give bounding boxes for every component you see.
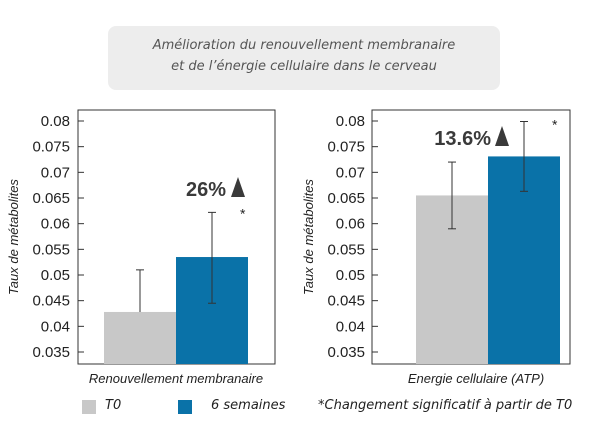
panel-2-y-tick-label: 0.08 [336,113,365,130]
panel-1-y-tick-label: 0.07 [41,164,70,181]
panel-1-y-tick-label: 0.045 [32,293,70,310]
panel-2-y-axis-label: Taux de métabolites [301,179,316,295]
panel-2-y-tick-label: 0.06 [336,216,365,233]
panel-1-y-tick-label: 0.075 [32,139,70,156]
panel-2-y-tick-label: 0.035 [327,344,365,361]
panel-1-y-tick-label: 0.04 [41,318,70,335]
panel-1-bar-t0 [104,311,176,364]
panel-1-y-tick-label: 0.055 [32,241,70,258]
panel-1-y-tick-label: 0.08 [41,113,70,130]
legend-swatch-t0 [82,400,96,414]
significance-note: *Changement significatif à partir de T0 [318,398,573,413]
panel-1-y-tick-label: 0.035 [32,344,70,361]
panel-1-significance-star: * [240,205,246,221]
panel-1-increase-annotation: 26% [186,179,226,201]
panel-2-y-tick-label: 0.065 [327,190,365,207]
chart-title-line-1: Amélioration du renouvellement membranai… [152,38,456,53]
panel-2-up-arrow-icon [495,126,509,146]
panel-2-y-tick-label: 0.05 [336,267,365,284]
panel-1-y-tick-label: 0.05 [41,267,70,284]
panel-1-x-axis-label: Renouvellement membranaire [89,371,263,386]
panel-2-x-axis-label: Energie cellulaire (ATP) [408,371,544,386]
chart-title-box: Amélioration du renouvellement membranai… [108,26,500,90]
panel-1-up-arrow-icon [231,177,245,197]
legend-swatch-6-semaines [178,400,192,414]
panel-2-significance-star: * [552,117,558,133]
panel-1-y-tick-label: 0.065 [32,190,70,207]
panel-2-y-tick-label: 0.04 [336,318,365,335]
panel-2-y-tick-label: 0.07 [336,164,365,181]
legend-label-6-semaines: 6 semaines [211,398,286,413]
chart-title-line-2: et de l’énergie cellulaire dans le cerve… [171,59,437,74]
panel-2-y-tick-label: 0.075 [327,139,365,156]
panel-1-y-tick-label: 0.06 [41,216,70,233]
panel-2-increase-annotation: 13.6% [434,128,491,150]
panel-1-y-axis-label: Taux de métabolites [6,179,21,295]
legend-label-t0: T0 [105,398,122,413]
panel-2-y-tick-label: 0.045 [327,293,365,310]
panel-2-y-tick-label: 0.055 [327,241,365,258]
